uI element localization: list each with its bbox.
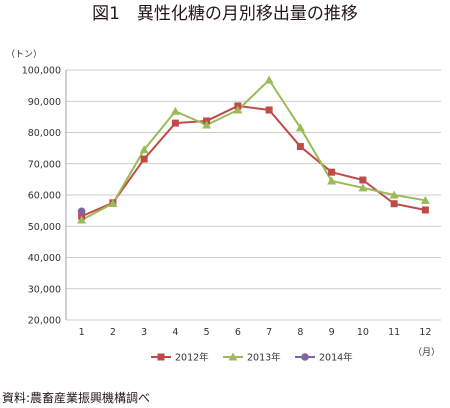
data-point bbox=[77, 207, 86, 216]
legend-label: 2012年 bbox=[175, 352, 209, 364]
data-point bbox=[139, 145, 149, 154]
data-point bbox=[296, 143, 304, 151]
y-tick-label: 30,000 bbox=[28, 284, 61, 295]
x-tick-label: 8 bbox=[297, 327, 303, 338]
data-point bbox=[301, 353, 309, 361]
x-tick-label: 12 bbox=[419, 327, 431, 338]
x-tick-label: 1 bbox=[79, 327, 85, 338]
legend-label: 2013年 bbox=[247, 352, 281, 364]
data-point bbox=[421, 206, 429, 214]
data-point bbox=[202, 120, 212, 129]
data-point bbox=[108, 198, 118, 207]
x-tick-label: 2 bbox=[110, 327, 116, 338]
series-line bbox=[81, 79, 426, 221]
data-point bbox=[295, 123, 305, 132]
y-tick-label: 100,000 bbox=[22, 66, 61, 77]
data-point bbox=[77, 215, 87, 224]
y-tick-label: 80,000 bbox=[28, 128, 61, 139]
data-point bbox=[157, 353, 165, 361]
x-tick-label: 7 bbox=[266, 327, 272, 338]
data-point bbox=[328, 168, 336, 176]
y-tick-label: 20,000 bbox=[28, 316, 61, 327]
data-point bbox=[264, 75, 274, 84]
x-tick-labels: 1 2 3 4 5 6 7 8 9 10 11 12 bbox=[79, 327, 432, 338]
legend-label: 2014年 bbox=[319, 352, 353, 364]
data-point bbox=[358, 183, 368, 192]
data-point bbox=[233, 105, 243, 114]
data-point bbox=[420, 195, 430, 204]
x-tick-label: 6 bbox=[235, 327, 241, 338]
y-tick-label: 50,000 bbox=[28, 222, 61, 233]
y-axis-unit-label: （トン） bbox=[6, 49, 42, 60]
x-tick-label: 9 bbox=[329, 327, 335, 338]
data-point bbox=[170, 106, 180, 115]
x-tick-label: 5 bbox=[204, 327, 210, 338]
data-point bbox=[140, 155, 148, 163]
source-note: 資料:農畜産業振興機構調べ bbox=[2, 391, 151, 405]
x-axis-unit-label: （月） bbox=[413, 347, 440, 358]
x-tick-label: 4 bbox=[172, 327, 178, 338]
data-point bbox=[359, 176, 367, 184]
grid-lines bbox=[65, 69, 441, 321]
y-tick-labels: 20,000 30,000 40,000 50,000 60,000 70,000 80,0… bbox=[22, 66, 61, 327]
series-lines bbox=[81, 79, 426, 221]
series-markers bbox=[77, 75, 430, 224]
y-tick-label: 40,000 bbox=[28, 253, 61, 264]
data-point bbox=[327, 176, 337, 185]
data-point bbox=[228, 352, 238, 361]
y-tick-label: 60,000 bbox=[28, 191, 61, 202]
series-line bbox=[81, 104, 426, 218]
legend: 2012年 2013年 2014年 bbox=[151, 352, 353, 364]
data-point bbox=[390, 200, 398, 208]
chart-svg: 図1 異性化糖の月別移出量の推移 （トン） 20,000 30,000 40,000… bbox=[6, 4, 441, 364]
x-tick-label: 11 bbox=[388, 327, 400, 338]
x-tick-label: 10 bbox=[357, 327, 369, 338]
data-point bbox=[389, 190, 399, 199]
chart-title: 図1 異性化糖の月別移出量の推移 bbox=[92, 4, 358, 24]
y-tick-label: 70,000 bbox=[28, 159, 61, 170]
y-tick-label: 90,000 bbox=[28, 97, 61, 108]
data-point bbox=[265, 106, 273, 114]
data-point bbox=[171, 119, 179, 127]
x-tick-label: 3 bbox=[141, 327, 147, 338]
